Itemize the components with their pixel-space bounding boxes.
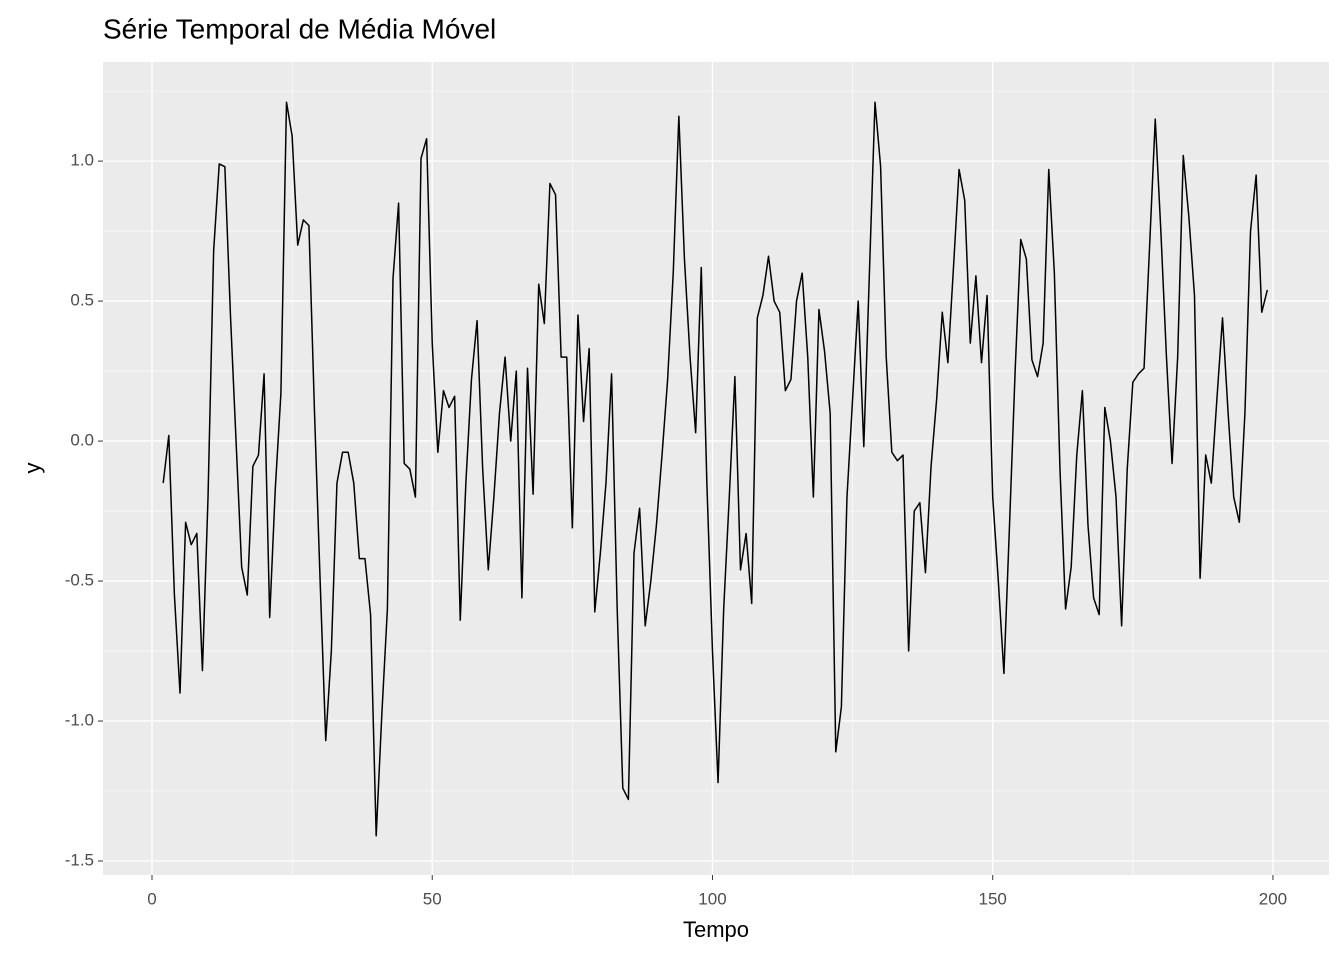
x-tick-label: 0 — [147, 889, 156, 908]
plot-panel — [103, 62, 1329, 875]
series-line — [162, 101, 1269, 837]
x-tick-label: 100 — [698, 889, 726, 908]
y-tick-label: -1.5 — [65, 850, 94, 869]
y-tick-label: 1.0 — [70, 151, 94, 170]
y-tick-label: -0.5 — [65, 571, 94, 590]
chart-title: Série Temporal de Média Móvel — [103, 13, 496, 44]
y-tick-label: 0.5 — [70, 291, 94, 310]
x-tick-label: 150 — [979, 889, 1007, 908]
y-tick-label: 0.0 — [70, 431, 94, 450]
x-tick-label: 50 — [423, 889, 442, 908]
y-axis-label: y — [20, 463, 45, 474]
y-tick-label: -1.0 — [65, 711, 94, 730]
x-tick-label: 200 — [1259, 889, 1287, 908]
x-axis-label: Tempo — [683, 917, 749, 942]
